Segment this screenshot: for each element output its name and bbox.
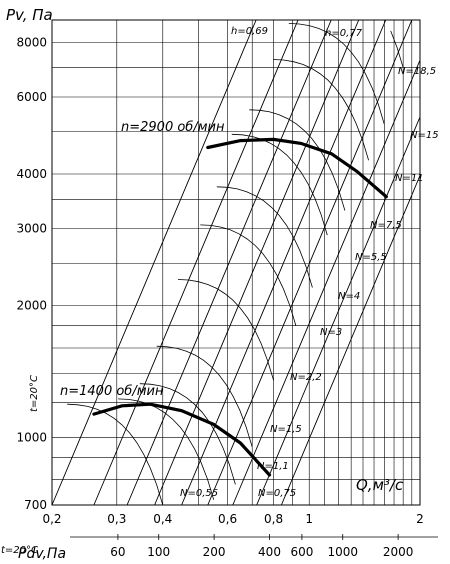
y-tick-label: 700 [24, 498, 47, 512]
x-tick-label: 0,6 [218, 512, 237, 526]
power-curve [249, 109, 346, 211]
efficiency-line [207, 19, 413, 506]
power-curve [200, 224, 297, 326]
power-curve [216, 186, 313, 288]
pdv-axis-label: Pdv,Па [18, 546, 66, 562]
annotations: Pv, Па Q,м³/с Pdv,Па t=20°C t=20°C h=0,6… [1, 6, 404, 562]
x-tick-label: 0,2 [42, 512, 61, 526]
power-label: N=0,55 [180, 488, 218, 499]
efficiency-label-1: h=0,69 [231, 26, 268, 37]
temp-note-bottom: t=20°C [1, 545, 38, 556]
pdv-tick-label: 400 [258, 545, 281, 559]
efficiency-line [126, 19, 332, 506]
pdv-tick-label: 2000 [383, 545, 414, 559]
x-tick-label: 0,8 [264, 512, 283, 526]
series-label-1400: n=1400 об/мин [60, 384, 164, 399]
power-curve [139, 383, 236, 485]
x-tick-label: 1 [305, 512, 313, 526]
power-curve [67, 403, 164, 506]
power-curve [177, 279, 274, 381]
power-label: N=5,5 [355, 252, 387, 263]
power-label: N=2,2 [290, 372, 322, 383]
series-label-2900: n=2900 об/мин [121, 120, 225, 135]
efficiency-line [232, 60, 421, 506]
temp-note-side: t=20°C [29, 375, 40, 412]
efficiency-label-2: h=0,77 [325, 28, 363, 39]
x-tick-label: 0,3 [107, 512, 126, 526]
power-curve [288, 23, 385, 125]
efficiency-line [181, 19, 387, 506]
speed-curve-1 [92, 402, 272, 477]
tick-labels: 700 1000 2000 3000 4000 6000 8000 0,2 0,3 0,4 0,6 0… [16, 35, 438, 559]
power-label: N=4 [338, 291, 360, 302]
efficiency-line [93, 19, 299, 506]
y-tick-label: 8000 [16, 35, 47, 49]
power-curve [390, 30, 404, 68]
power-curves: N=0,55 N=0,75 N=1,1 N=1,5 N=2,2 N=3 N=4 N=5,5 N=… [67, 23, 439, 506]
power-label: N=0,75 [258, 488, 296, 499]
x-tick-label: 0,4 [153, 512, 172, 526]
efficiency-line [280, 175, 421, 506]
pdv-tick-label: 60 [110, 545, 125, 559]
efficiency-line [51, 19, 257, 506]
pdv-tick-label: 600 [290, 545, 313, 559]
y-tick-label: 4000 [16, 167, 47, 181]
y-tick-label: 1000 [16, 430, 47, 444]
power-label: N=7,5 [370, 220, 402, 231]
x-axis-label: Q,м³/с [356, 476, 404, 494]
power-label: N=1,1 [257, 461, 289, 472]
pdv-tick-label: 100 [147, 545, 170, 559]
power-curve [231, 133, 328, 236]
efficiency-lines [51, 19, 421, 506]
power-curve [156, 345, 253, 448]
y-tick-label: 6000 [16, 90, 47, 104]
power-curve [118, 398, 215, 500]
y-axis-label: Pv, Па [6, 6, 53, 24]
power-label: N=18,5 [398, 66, 436, 77]
efficiency-line [154, 19, 360, 506]
power-curve [273, 59, 369, 161]
power-label: N=11 [395, 173, 424, 184]
speed-curve-0 [206, 137, 388, 199]
power-label: N=1,5 [270, 424, 302, 435]
efficiency-line [256, 116, 421, 506]
pdv-tick-label: 200 [203, 545, 226, 559]
power-label: N=3 [320, 327, 342, 338]
x-tick-label: 2 [416, 512, 424, 526]
speed-curves [92, 137, 388, 477]
y-tick-label: 2000 [16, 299, 47, 313]
y-tick-label: 3000 [16, 222, 47, 236]
pdv-tick-label: 1000 [327, 545, 358, 559]
power-label: N=15 [410, 130, 439, 141]
